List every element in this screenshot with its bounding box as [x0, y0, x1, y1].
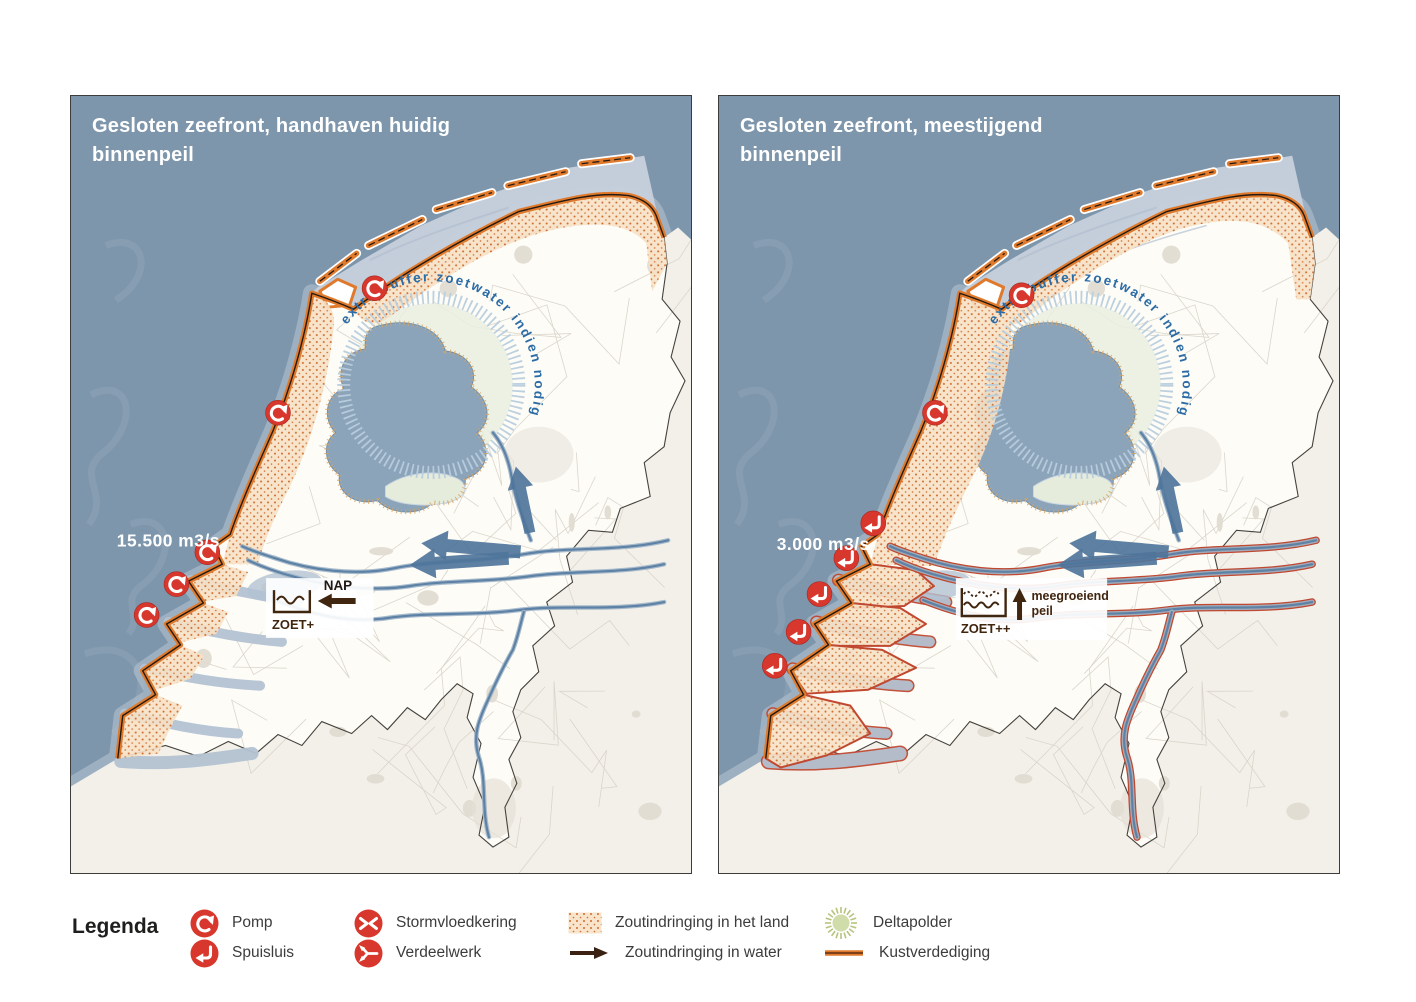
- pomp-icon: [194, 539, 221, 565]
- map-title-right: Gesloten zeefront, meestijgend binnenpei…: [740, 115, 1043, 166]
- river-inflow-arrow: [1057, 548, 1158, 579]
- wadden-sea: [959, 155, 1311, 310]
- deltapolder-icon: [822, 904, 860, 942]
- spuisluis-icon: [785, 619, 812, 645]
- flevopolder: [384, 472, 466, 506]
- pomp-icon: [922, 400, 948, 426]
- legend-label-pomp: Pomp: [232, 914, 273, 931]
- rising-level-arrow-icon: [1012, 588, 1027, 620]
- pomp-icon: [265, 400, 291, 426]
- salt-intrusion-areas: [117, 194, 668, 759]
- legend-item-verdeelwerk: Verdeelwerk: [354, 938, 481, 968]
- map-panel-right: extra buffer zoetwater indien nodigZOET+…: [718, 95, 1340, 874]
- legend-label-deltapolder: Deltapolder: [873, 914, 953, 931]
- salt-water-arrow-icon: [568, 946, 612, 960]
- pomp-icon: [361, 275, 388, 302]
- pomp-icon: [1008, 282, 1035, 308]
- legend-label-verdeelwerk: Verdeelwerk: [396, 944, 482, 961]
- pomp-icon: [190, 909, 219, 938]
- spuisluis-icon: [190, 939, 219, 968]
- legend-label-stormvloedkering: Stormvloedkering: [396, 914, 517, 931]
- legend-label-salt-water: Zoutindringing in water: [625, 944, 782, 961]
- map-panel-left: extra buffer zoetwater indien nodigZOET+…: [70, 95, 692, 874]
- map-left: extra buffer zoetwater indien nodigZOET+…: [71, 96, 691, 873]
- buffer-ring: [337, 290, 526, 480]
- river-inflow-arrow: [409, 548, 510, 579]
- basin-label: ZOET+: [272, 617, 314, 632]
- legend: Legenda Pomp Spuisluis Stormvloedkering …: [0, 893, 1416, 993]
- spuisluis-icon: [833, 545, 860, 571]
- legend-item-pomp: Pomp: [190, 908, 273, 938]
- wadden-islands: [315, 153, 635, 286]
- buffer-ring: [985, 290, 1174, 480]
- wadden-islands: [963, 153, 1283, 286]
- legend-item-spuisluis: Spuisluis: [190, 938, 294, 968]
- flevopolder: [1032, 472, 1114, 506]
- level-note: meegroeiend: [1031, 589, 1108, 603]
- verdeelwerk-icon: [354, 939, 383, 968]
- legend-label-kustverdediging: Kustverdediging: [879, 944, 991, 961]
- legend-item-kustverdediging: Kustverdediging: [822, 938, 990, 968]
- nap-arrow-icon: [317, 593, 356, 609]
- flow-label: 15.500 m3/s: [117, 530, 220, 550]
- salt-intrusion-areas: [764, 194, 1316, 769]
- ijssel-arrow: [1155, 466, 1184, 535]
- map-title-left: Gesloten zeefront, handhaven huidig binn…: [92, 115, 451, 166]
- legend-item-salt-land: Zoutindringing in het land: [568, 908, 789, 938]
- legend-item-deltapolder: Deltapolder: [822, 907, 953, 939]
- svg-text:peil: peil: [1031, 604, 1052, 618]
- stormvloedkering-icon: [354, 909, 383, 938]
- spuisluis-icon: [806, 581, 833, 607]
- map-right: extra buffer zoetwater indien nodigZOET+…: [719, 96, 1339, 873]
- level-indicator: ZOET+ NAP: [266, 578, 374, 638]
- salt-land-swatch: [568, 912, 602, 934]
- flow-label: 3.000 m3/s: [777, 534, 870, 554]
- pomp-icon: [133, 602, 160, 628]
- spuisluis-icon: [761, 653, 788, 679]
- pomp-icon: [163, 571, 190, 597]
- reference-label: NAP: [324, 578, 352, 593]
- spuisluis-icon: [860, 510, 886, 537]
- legend-title: Legenda: [72, 915, 159, 938]
- legend-item-salt-water: Zoutindringing in water: [568, 938, 782, 968]
- legend-label-spuisluis: Spuisluis: [232, 944, 295, 961]
- wadden-sea: [311, 155, 663, 310]
- kustverdediging-swatch: [822, 947, 866, 959]
- ijssel-arrow: [507, 466, 536, 535]
- legend-label-salt-land: Zoutindringing in het land: [615, 914, 790, 931]
- legend-item-stormvloedkering: Stormvloedkering: [354, 908, 517, 938]
- basin-label: ZOET++: [961, 621, 1011, 636]
